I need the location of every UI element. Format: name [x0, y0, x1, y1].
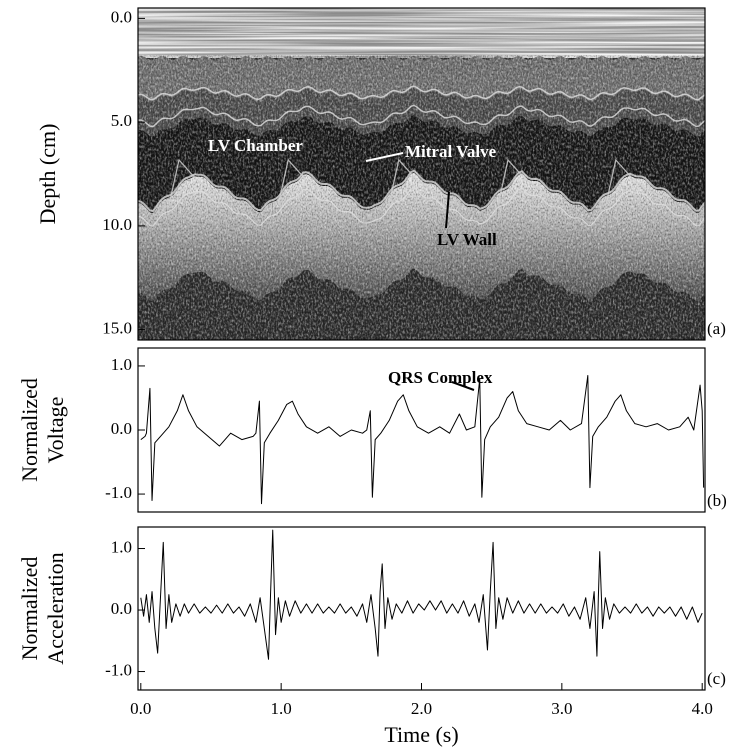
y-axis-label: Normalized: [17, 378, 42, 482]
annotation: LV Chamber: [208, 136, 303, 155]
x-tick-label: 1.0: [271, 699, 292, 718]
y-tick-label: 5.0: [111, 111, 132, 130]
annotation-leader: [451, 381, 475, 391]
panel-label: (a): [707, 319, 726, 338]
x-tick-label: 0.0: [130, 699, 151, 718]
y-axis-label: Normalized: [17, 557, 42, 661]
signal-line: [140, 375, 705, 505]
echo-line: [138, 85, 705, 101]
panel-label: (c): [707, 669, 726, 688]
y-tick-label: 0.0: [111, 7, 132, 26]
valve-echo: [605, 158, 657, 206]
y-tick-label: 1.0: [111, 355, 132, 374]
valve-echo: [277, 158, 329, 206]
m-mode-image: [138, 8, 705, 340]
y-tick-label: -1.0: [105, 483, 132, 502]
echo-line: [138, 169, 705, 213]
y-tick-label: -1.0: [105, 660, 132, 679]
echo-line: [138, 187, 705, 227]
valve-echo: [388, 158, 440, 206]
signal-line: [140, 529, 703, 660]
y-tick-label: 0.0: [111, 419, 132, 438]
annotation: QRS Complex: [388, 368, 493, 387]
x-tick-label: 3.0: [551, 699, 572, 718]
y-axis-label: Acceleration: [43, 552, 68, 664]
y-tick-label: 0.0: [111, 599, 132, 618]
annotation: Mitral Valve: [405, 142, 497, 161]
panel-frame: [137, 7, 706, 341]
annotation: LV Wall: [437, 230, 497, 249]
y-axis-label: Depth (cm): [35, 124, 60, 225]
dark-speckle-layer: [138, 55, 705, 340]
near-field-streaks: [138, 8, 705, 58]
y-axis-label: Voltage: [43, 397, 68, 464]
valve-echo: [168, 158, 220, 206]
x-axis-label: Time (s): [384, 722, 458, 747]
annotation-leader: [445, 191, 450, 229]
annotation-leader: [365, 152, 404, 162]
x-tick-label: 2.0: [411, 699, 432, 718]
y-tick-label: 15.0: [102, 319, 132, 338]
echo-line: [138, 104, 705, 128]
y-tick-label: 10.0: [102, 215, 132, 234]
x-tick-label: 4.0: [692, 699, 713, 718]
valve-echo: [497, 158, 549, 206]
panel-frame: [137, 526, 706, 691]
panel-label: (b): [707, 491, 727, 510]
y-tick-label: 1.0: [111, 537, 132, 556]
